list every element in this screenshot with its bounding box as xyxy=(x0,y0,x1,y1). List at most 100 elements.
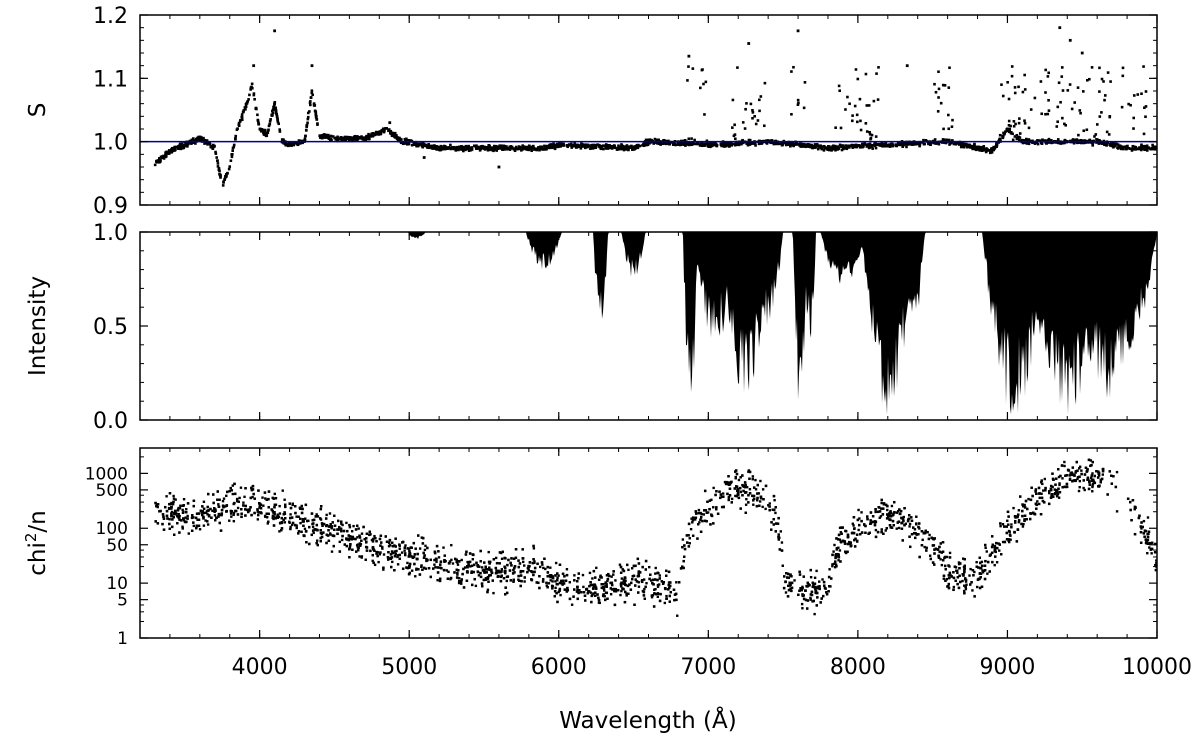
chi2-point xyxy=(879,515,883,518)
chi2-point xyxy=(316,539,319,542)
s-ratio-point xyxy=(278,128,281,131)
chi2-point xyxy=(549,579,552,582)
chi2-point xyxy=(878,516,881,519)
s-ratio-point xyxy=(1146,146,1150,150)
chi2-point xyxy=(656,585,660,588)
s-ratio-point xyxy=(1070,107,1074,111)
s-ratio-point xyxy=(525,147,529,151)
chi2-point xyxy=(704,509,708,512)
s-ratio-point xyxy=(875,72,878,75)
s-ratio-point xyxy=(978,145,981,149)
s-ratio-point xyxy=(1145,149,1149,152)
chi2-point xyxy=(414,575,417,578)
s-ratio-point xyxy=(937,96,940,99)
s-ratio-point xyxy=(949,141,952,144)
s-ratio-point xyxy=(559,143,563,147)
s-ratio-point xyxy=(557,144,560,148)
s-ratio-point xyxy=(889,143,893,146)
chi2-point xyxy=(581,573,585,577)
chi2-point xyxy=(754,478,757,482)
s-ratio-point xyxy=(213,145,216,148)
chi2-point xyxy=(349,537,352,541)
chi2-point xyxy=(860,511,863,514)
s-ratio-point xyxy=(439,148,443,152)
s-ratio-point xyxy=(1130,147,1133,151)
chi2-point xyxy=(273,492,276,496)
chi2-point xyxy=(779,530,783,533)
s-ratio-point xyxy=(464,146,468,149)
s-ratio-point xyxy=(1023,141,1026,144)
s-ratio-point xyxy=(253,97,256,101)
s-ratio-point xyxy=(918,142,922,146)
chi2-point xyxy=(986,572,989,575)
s-ratio-point xyxy=(452,145,456,149)
s-ratio-point xyxy=(1083,139,1087,142)
s-ratio-point xyxy=(272,107,276,111)
chi2-point xyxy=(622,579,625,583)
chi2-point xyxy=(747,469,751,472)
s-ratio-point xyxy=(479,147,482,151)
s-ratio-point xyxy=(816,147,820,151)
s-ratio-point xyxy=(407,142,411,146)
s-ratio-point xyxy=(1144,105,1148,108)
chi2-point xyxy=(697,508,701,512)
s-ratio-point xyxy=(871,147,874,150)
chi2-point xyxy=(225,494,228,498)
s-ratio-point xyxy=(468,148,471,152)
s-ratio-point xyxy=(627,148,630,152)
s-ratio-point xyxy=(185,144,188,148)
chi2-point xyxy=(230,515,233,518)
chi2-point xyxy=(352,537,355,540)
s-ratio-point xyxy=(822,149,826,152)
s-ratio-point xyxy=(232,143,236,147)
s-ratio-point xyxy=(859,119,862,123)
s-ratio-point xyxy=(449,147,452,151)
s-ratio-point xyxy=(1079,111,1082,115)
chi2-point xyxy=(813,576,817,580)
s-ratio-point xyxy=(505,145,508,148)
s-ratio-point xyxy=(661,142,665,146)
chi2-point xyxy=(1063,460,1066,464)
s-ratio-point xyxy=(387,128,391,131)
s-ratio-point xyxy=(995,142,999,145)
s-ratio-point xyxy=(702,82,705,86)
chi2-point xyxy=(420,564,423,567)
s-ratio-point xyxy=(601,144,605,147)
chi2-point xyxy=(1043,477,1047,481)
chi2-point xyxy=(650,596,654,599)
s-ratio-point xyxy=(549,143,553,146)
s-ratio-point xyxy=(439,146,443,150)
s-ratio-point xyxy=(600,144,603,148)
s-ratio-point xyxy=(1104,142,1107,145)
s-ratio-point xyxy=(881,144,884,148)
s-ratio-point xyxy=(961,143,965,147)
s-ratio-point xyxy=(795,143,799,146)
chi2-point xyxy=(818,584,821,588)
chi2-point xyxy=(565,568,569,571)
s-ratio-point xyxy=(390,131,394,135)
s-ratio-point xyxy=(691,67,695,70)
chi2-point xyxy=(818,580,821,583)
s-ratio-point xyxy=(1143,106,1146,110)
chi2-point xyxy=(340,522,343,525)
s-ratio-point xyxy=(714,143,718,147)
chi2-point xyxy=(1072,479,1075,482)
s-ratio-point xyxy=(751,116,754,120)
s-ratio-point xyxy=(1025,142,1029,145)
s-ratio-point xyxy=(616,148,620,151)
chi2-point xyxy=(237,500,241,503)
chi2-point xyxy=(744,503,748,506)
s-ratio-point xyxy=(839,126,843,130)
s-ratio-point xyxy=(365,134,368,138)
s-ratio-point xyxy=(169,149,172,153)
s-ratio-point xyxy=(340,138,344,141)
s-ratio-point xyxy=(494,144,498,148)
s-ratio-point xyxy=(521,144,524,147)
s-ratio-point xyxy=(1047,141,1050,144)
s-ratio-point xyxy=(714,142,717,146)
s-ratio-point xyxy=(395,136,399,139)
chi2-point xyxy=(1101,473,1105,476)
s-ratio-point xyxy=(707,145,711,148)
s-ratio-point xyxy=(1024,137,1028,141)
s-ratio-point xyxy=(657,142,661,146)
